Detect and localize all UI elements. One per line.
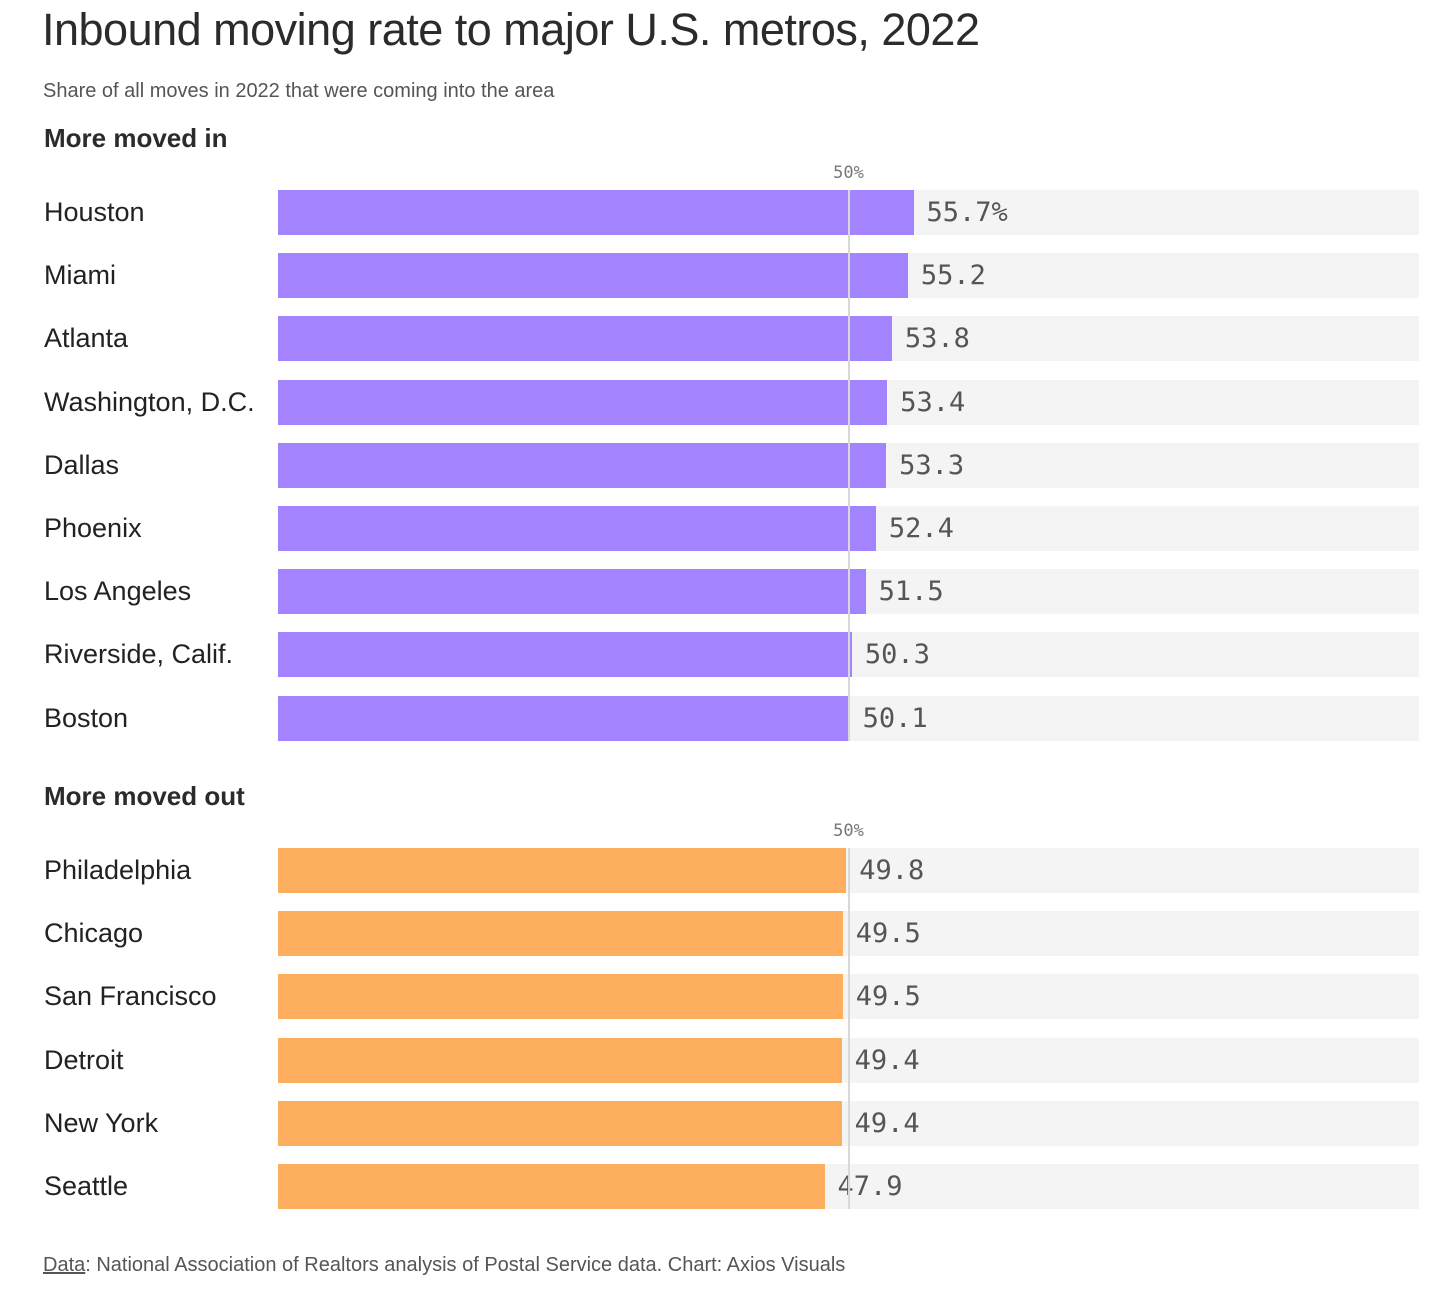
bar [278,911,843,956]
category-label: Detroit [44,1045,124,1075]
value-label: 47.9 [837,1171,903,1202]
category-label: Los Angeles [44,576,192,606]
category-label: Seattle [44,1171,129,1201]
value-label: 50.1 [862,703,928,734]
category-label: San Francisco [44,981,217,1011]
bar [278,696,850,741]
bar-row: Houston 55.7% [0,190,1456,235]
bar [278,1038,842,1083]
chart-subtitle: Share of all moves in 2022 that were com… [43,80,555,102]
bar-row: Boston 50.1 [0,696,1456,741]
value-label: 55.2 [920,260,986,291]
value-label: 51.5 [878,576,944,607]
data-source-link[interactable]: Data [43,1254,86,1276]
reference-line [847,190,850,741]
bar [278,443,887,488]
bar-row: Detroit 49.4 [0,1038,1456,1083]
bar [278,1164,825,1209]
bar-row: Dallas 53.3 [0,443,1456,488]
bar [278,190,914,235]
reference-line [847,848,850,1209]
bar [278,506,876,551]
chart-footer: Data: National Association of Realtors a… [43,1254,845,1277]
bar [278,569,866,614]
value-label: 52.4 [888,513,954,544]
category-label: Miami [44,260,116,290]
chart-title: Inbound moving rate to major U.S. metros… [42,4,980,55]
category-label: Dallas [44,450,120,480]
group-label: More moved in [44,123,228,153]
bar-row: Chicago 49.5 [0,911,1456,956]
bar-row: Seattle 47.9 [0,1164,1456,1209]
bar [278,1101,842,1146]
value-label: 49.8 [859,855,925,886]
category-label: Atlanta [44,323,129,353]
bar-row: Phoenix 52.4 [0,506,1456,551]
bar-row: Washington, D.C. 53.4 [0,380,1456,425]
value-label: 50.3 [864,639,930,670]
value-label: 53.8 [904,323,970,354]
bar-row: Miami 55.2 [0,253,1456,298]
value-label: 49.5 [855,981,921,1012]
value-label: 55.7% [926,197,1008,228]
reference-line-label: 50% [833,821,864,841]
value-label: 53.4 [900,387,966,418]
value-label: 53.3 [899,450,965,481]
bar-row: Atlanta 53.8 [0,316,1456,361]
bar-row: New York 49.4 [0,1101,1456,1146]
bar-row: Riverside, Calif. 50.3 [0,632,1456,677]
category-label: New York [44,1108,159,1138]
category-label: Boston [44,703,129,733]
category-label: Houston [44,197,145,227]
value-label: 49.5 [855,918,921,949]
value-label: 49.4 [854,1045,920,1076]
bar [278,253,908,298]
bar [278,316,892,361]
bar [278,632,852,677]
bar [278,974,843,1019]
group-label: More moved out [44,781,245,811]
reference-line-label: 50% [833,163,864,183]
category-label: Phoenix [44,513,142,543]
bar [278,380,888,425]
bar [278,848,847,893]
bar-row: Philadelphia 49.8 [0,848,1456,893]
category-label: Washington, D.C. [44,387,255,417]
category-label: Chicago [44,918,144,948]
category-label: Philadelphia [44,855,192,885]
value-label: 49.4 [854,1108,920,1139]
data-source-text: : National Association of Realtors analy… [85,1254,846,1276]
category-label: Riverside, Calif. [44,639,234,669]
bar-row: Los Angeles 51.5 [0,569,1456,614]
bar-row: San Francisco 49.5 [0,974,1456,1019]
